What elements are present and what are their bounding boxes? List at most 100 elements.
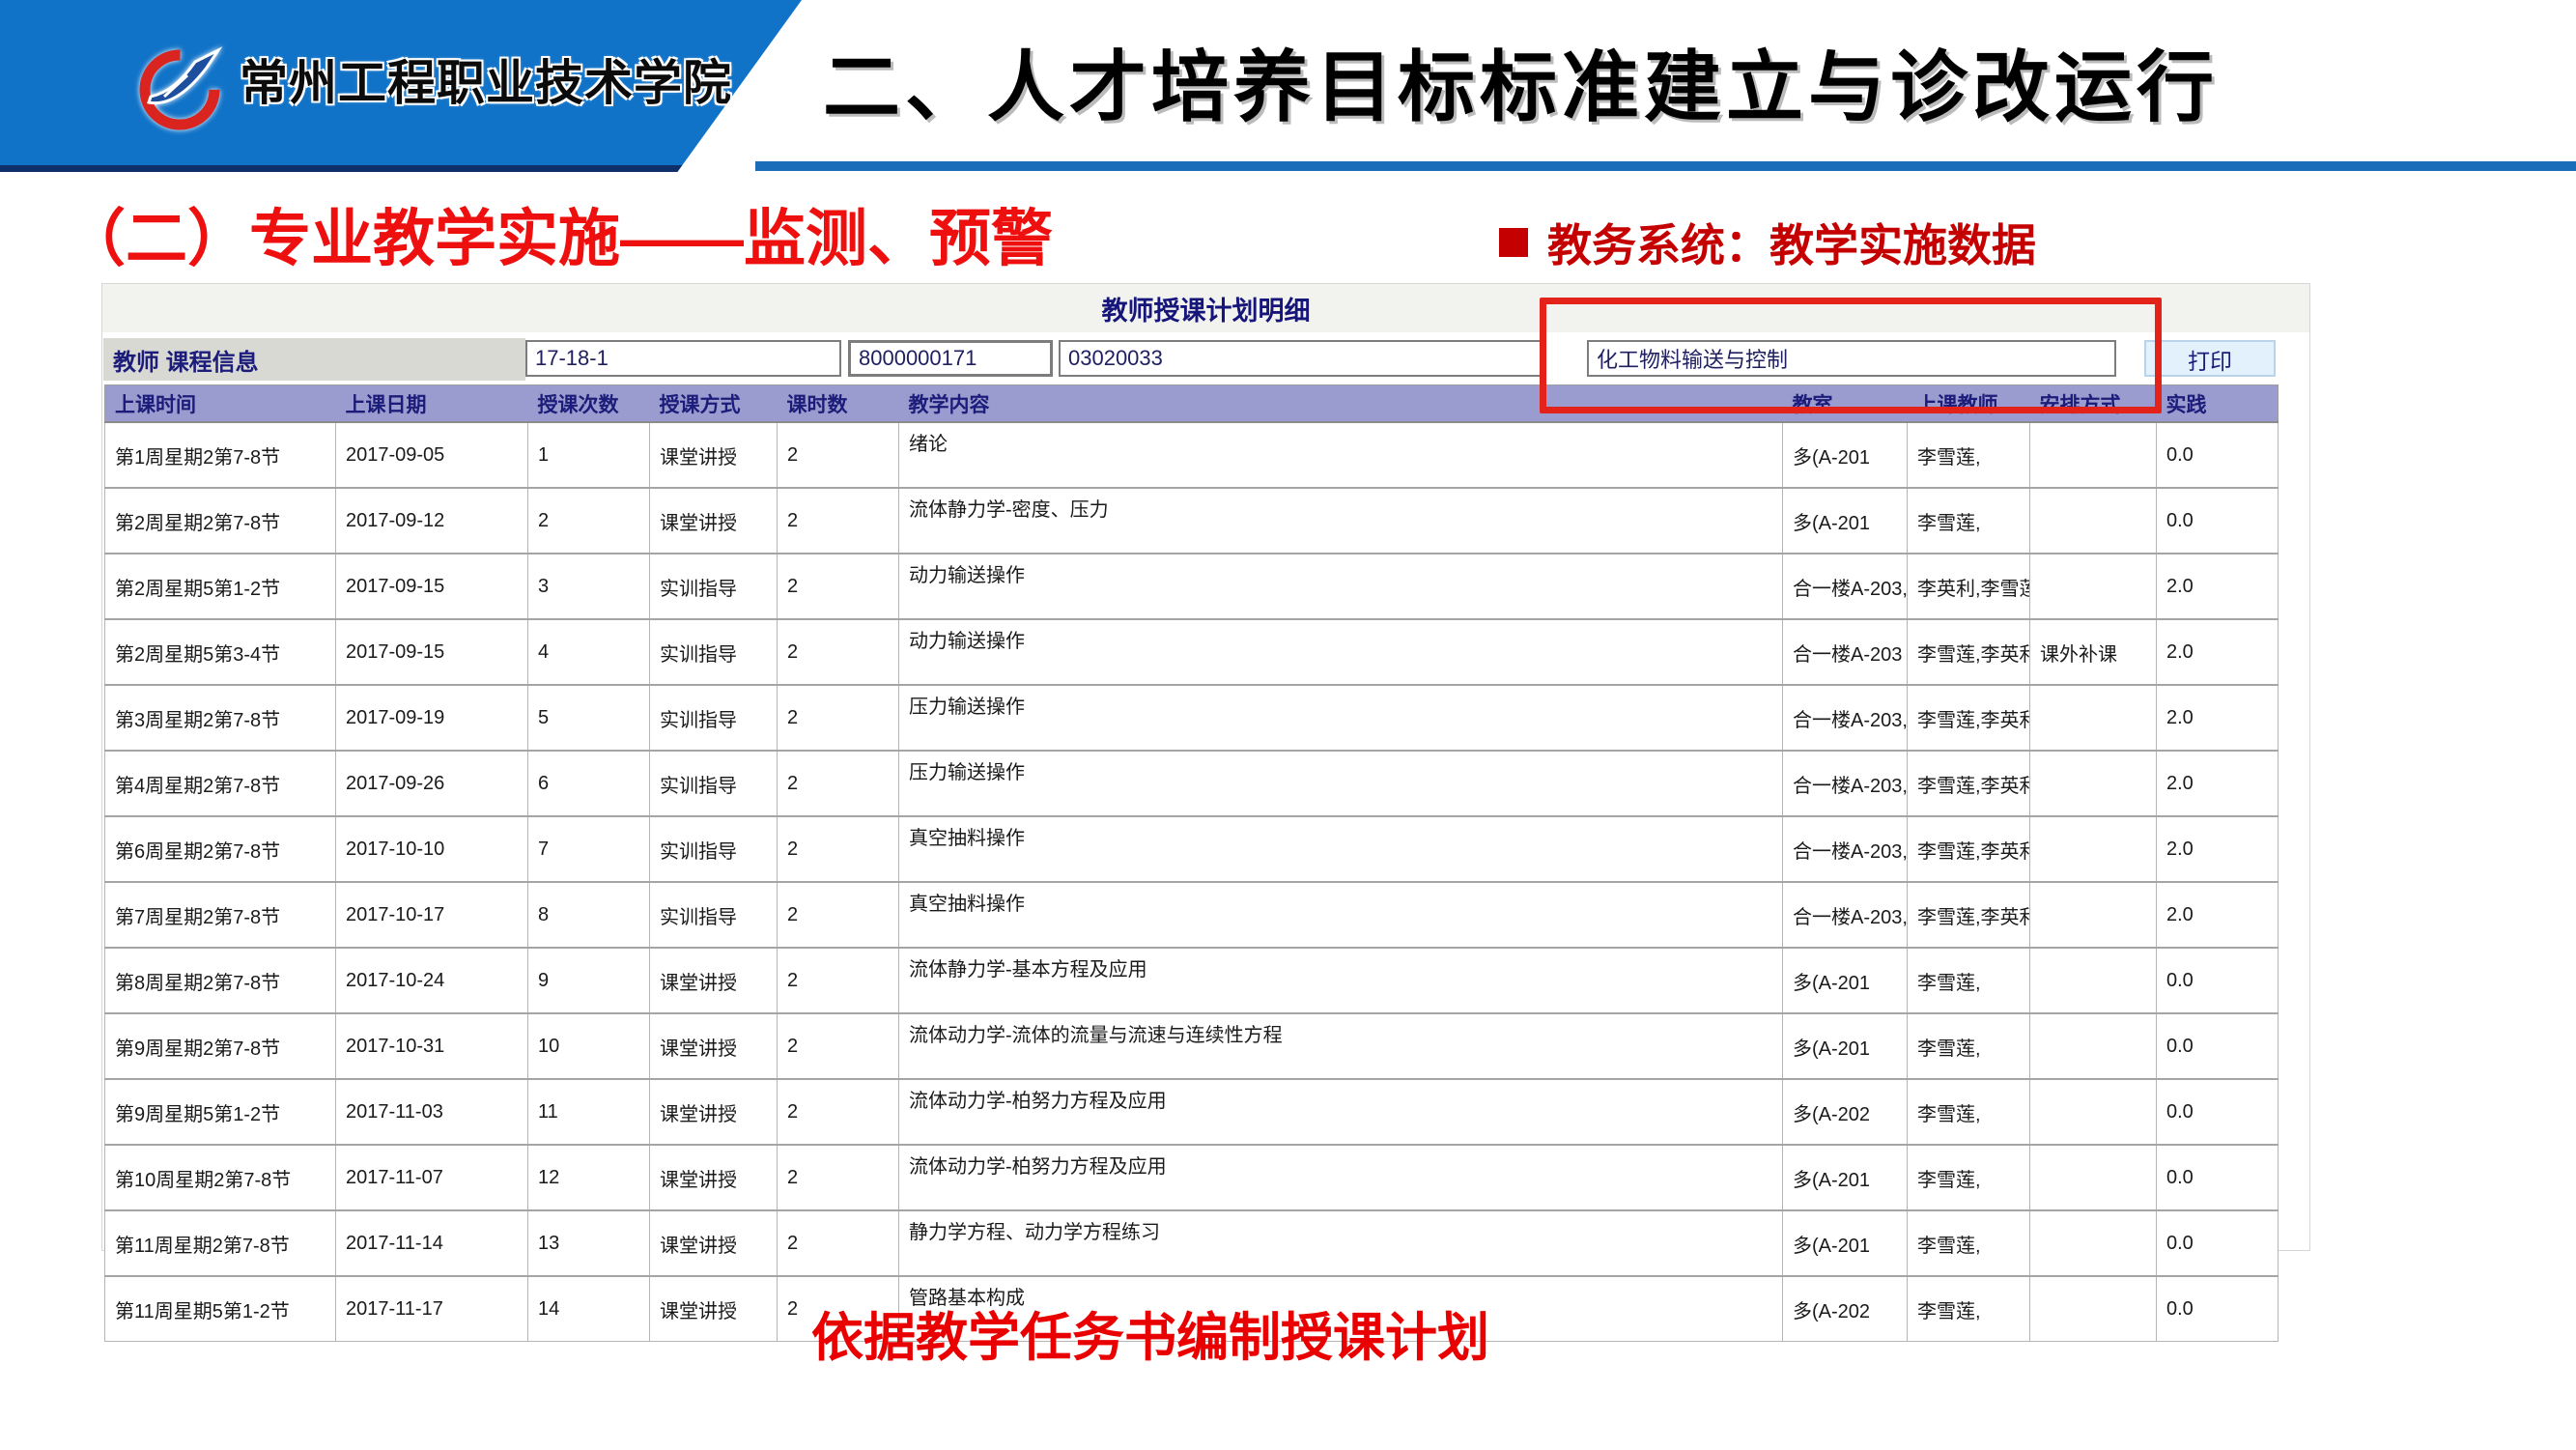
table-cell: 第8周星期2第7-8节	[104, 947, 336, 1014]
table-cell: 2	[527, 487, 650, 554]
print-button[interactable]: 打印	[2144, 340, 2276, 377]
table-cell: 2	[777, 684, 899, 752]
table-cell: 多(A-201	[1782, 422, 1908, 489]
table-cell: 流体动力学-柏努力方程及应用	[898, 1144, 1783, 1211]
page-title: 二、人才培养目标标准建立与诊改运行	[823, 44, 2219, 130]
system-titlebar: 教师授课计划明细	[102, 284, 2309, 332]
table-cell: 流体静力学-基本方程及应用	[898, 947, 1783, 1014]
highlight-box	[1540, 298, 2162, 413]
table-cell	[2029, 487, 2157, 554]
course-code-input[interactable]	[1059, 340, 1542, 377]
schedule-table-head-row: 上课时间 上课日期 授课次数 授课方式 课时数 教学内容 教室 上课教师 安排方式 实践	[104, 384, 2279, 423]
table-cell: 13	[527, 1209, 650, 1277]
table-cell: 2017-09-19	[335, 684, 528, 752]
table-cell: 管路基本构成	[898, 1275, 1783, 1342]
table-row-13: 第11周星期2第7-8节 2017-11-14 13 课堂讲授 2 静力学方程、动力学方程…	[104, 1209, 2279, 1277]
table-cell: 多(A-202	[1782, 1078, 1908, 1146]
school-name: 常州工程职业技术学院	[240, 54, 732, 111]
table-cell: 李雪莲,李英利,	[1907, 815, 2030, 883]
table-cell: 李雪莲,	[1907, 1078, 2030, 1146]
table-cell: 多(A-201	[1782, 487, 1908, 554]
table-row-6: 第4周星期2第7-8节 2017-09-26 6 实训指导 2 压力输送操作 合一楼A-20…	[104, 750, 2279, 817]
table-row-1: 第1周星期2第7-8节 2017-09-05 1 课堂讲授 2 绪论 多(A-201 李雪莲,…	[104, 422, 2279, 489]
table-cell: 2.0	[2156, 618, 2279, 686]
term-input[interactable]	[525, 340, 841, 377]
table-cell: 第9周星期5第1-2节	[104, 1078, 336, 1146]
table-cell	[2029, 1144, 2157, 1211]
table-cell: 多(A-202	[1782, 1275, 1908, 1342]
table-cell: 5	[527, 684, 650, 752]
table-cell: 第10周星期2第7-8节	[104, 1144, 336, 1211]
table-cell: 2	[777, 750, 899, 817]
table-cell: 合一楼A-203,	[1782, 815, 1908, 883]
table-cell	[2029, 422, 2157, 489]
table-cell: 2	[777, 947, 899, 1014]
bottom-caption: 依据教学任务书编制授课计划	[811, 1309, 1489, 1367]
table-cell: 2017-11-14	[335, 1209, 528, 1277]
table-cell	[2029, 815, 2157, 883]
column-header-3: 授课次数	[527, 384, 650, 423]
table-row-5: 第3周星期2第7-8节 2017-09-19 5 实训指导 2 压力输送操作 合一楼A-20…	[104, 684, 2279, 752]
table-cell: 真空抽料操作	[898, 881, 1783, 949]
table-cell	[2029, 1012, 2157, 1080]
table-row-4: 第2周星期5第3-4节 2017-09-15 4 实训指导 2 动力输送操作 合一楼A-20…	[104, 618, 2279, 686]
table-cell: 李雪莲,	[1907, 947, 2030, 1014]
table-cell: 第6周星期2第7-8节	[104, 815, 336, 883]
table-cell: 李雪莲,	[1907, 1144, 2030, 1211]
table-cell: 流体动力学-柏努力方程及应用	[898, 1078, 1783, 1146]
table-row-7: 第6周星期2第7-8节 2017-10-10 7 实训指导 2 真空抽料操作 合一楼A-20…	[104, 815, 2279, 883]
table-cell: 第3周星期2第7-8节	[104, 684, 336, 752]
column-header-8: 上课教师	[1907, 384, 2030, 423]
table-cell: 课堂讲授	[649, 487, 778, 554]
table-cell: 2017-09-15	[335, 553, 528, 620]
teacher-id-input[interactable]	[848, 340, 1053, 377]
table-cell: 多(A-201	[1782, 1144, 1908, 1211]
table-cell: 压力输送操作	[898, 750, 1783, 817]
table-cell: 2	[777, 815, 899, 883]
table-cell: 14	[527, 1275, 650, 1342]
table-cell: 2	[777, 1209, 899, 1277]
schedule-table: 上课时间 上课日期 授课次数 授课方式 课时数 教学内容 教室 上课教师 安排方式 实践 第1周星…	[104, 384, 2279, 1342]
table-cell: 李英利,李雪莲,	[1907, 553, 2030, 620]
table-cell: 8	[527, 881, 650, 949]
table-cell: 第2周星期5第1-2节	[104, 553, 336, 620]
table-cell: 0.0	[2156, 422, 2279, 489]
table-cell	[2029, 1209, 2157, 1277]
table-cell: 静力学方程、动力学方程练习	[898, 1209, 1783, 1277]
section-heading: （二）专业教学实施——监测、预警	[64, 204, 1053, 273]
table-cell: 2017-10-24	[335, 947, 528, 1014]
table-cell: 李雪莲,	[1907, 422, 2030, 489]
column-header-10: 实践	[2156, 384, 2279, 423]
course-name-input[interactable]	[1587, 340, 2116, 377]
table-cell: 4	[527, 618, 650, 686]
table-cell: 2	[777, 1012, 899, 1080]
table-cell: 0.0	[2156, 947, 2279, 1014]
query-form: 教师 课程信息 打印	[102, 336, 2309, 383]
title-underline-divider	[755, 161, 2576, 171]
edu-system-window: 教师授课计划明细 教师 课程信息 打印 上课时间上课日期授课次数授课方式课时数教…	[101, 283, 2310, 1342]
table-cell: 合一楼A-203	[1782, 618, 1908, 686]
column-header-1: 上课时间	[104, 384, 336, 423]
table-cell: 0.0	[2156, 1012, 2279, 1080]
table-cell: 2.0	[2156, 815, 2279, 883]
section-bullet-line: 教务系统：教学实施数据	[1499, 211, 2036, 274]
table-cell: 实训指导	[649, 684, 778, 752]
table-cell	[2029, 947, 2157, 1014]
table-cell: 合一楼A-203,	[1782, 750, 1908, 817]
table-cell: 0.0	[2156, 1144, 2279, 1211]
table-cell: 第4周星期2第7-8节	[104, 750, 336, 817]
table-cell: 多(A-201	[1782, 1209, 1908, 1277]
table-cell: 李雪莲,	[1907, 1209, 2030, 1277]
table-cell: 实训指导	[649, 750, 778, 817]
table-cell: 2017-09-15	[335, 618, 528, 686]
table-cell: 动力输送操作	[898, 618, 1783, 686]
table-cell: 2	[777, 1275, 899, 1342]
table-cell: 12	[527, 1144, 650, 1211]
table-cell	[2029, 1078, 2157, 1146]
table-cell: 2	[777, 1144, 899, 1211]
table-cell: 多(A-201	[1782, 1012, 1908, 1080]
table-cell	[2029, 684, 2157, 752]
table-cell: 第7周星期2第7-8节	[104, 881, 336, 949]
table-cell: 2017-10-31	[335, 1012, 528, 1080]
